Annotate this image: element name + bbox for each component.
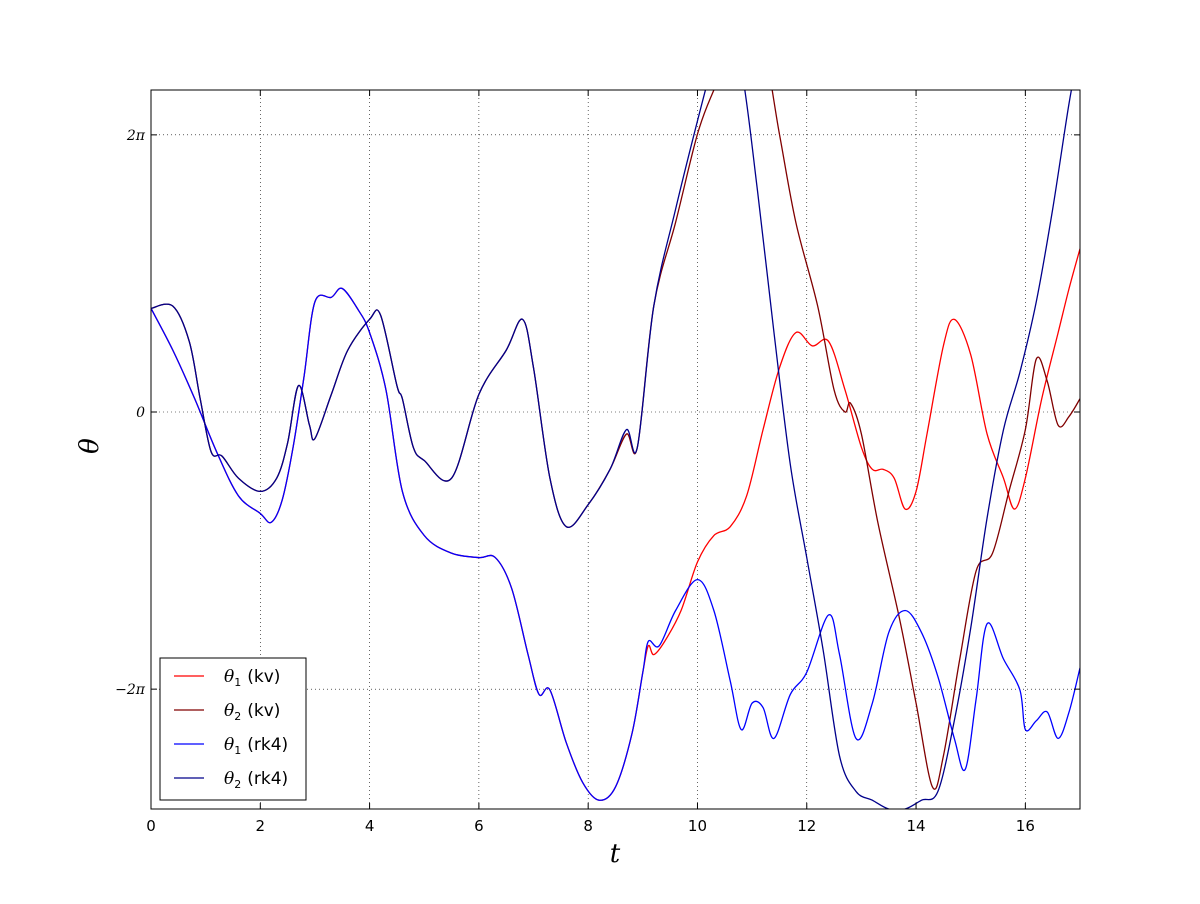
series-line-4: [151, 90, 1073, 809]
legend-box: [159, 657, 307, 801]
y-tick-label: 2π: [126, 128, 146, 144]
series-lines: [151, 90, 1080, 809]
x-tick-label: 6: [474, 817, 484, 835]
x-tick-label: 2: [256, 817, 266, 835]
x-tick-label: 0: [146, 817, 156, 835]
grid-lines: [151, 90, 1080, 809]
legend-label-2: θ2 (kv): [224, 701, 280, 723]
x-tick-label: 4: [365, 817, 375, 835]
x-tick-label: 10: [688, 817, 707, 835]
x-tick-label: 16: [1016, 817, 1035, 835]
x-tick-label: 14: [907, 817, 926, 835]
x-axis-label: t: [610, 839, 621, 869]
legend: θ1 (kv) θ2 (kv) θ1 (rk4) θ2 (rk4): [159, 657, 307, 801]
y-tick-label: 0: [136, 405, 145, 421]
legend-label-4: θ2 (rk4): [224, 769, 288, 791]
x-tick-label: 12: [797, 817, 816, 835]
plot-frame: [150, 89, 1081, 810]
series-line-3: [151, 287, 1080, 801]
y-tick-label: −2π: [115, 682, 146, 698]
legend-label-1: θ1 (kv): [224, 667, 280, 689]
axis-ticks: 0 2 4 6 8 10 12 14 16 2π 0 −2π: [115, 90, 1080, 835]
x-tick-label: 8: [583, 817, 593, 835]
y-axis-label: θ: [75, 438, 105, 454]
legend-label-3: θ1 (rk4): [224, 735, 288, 757]
